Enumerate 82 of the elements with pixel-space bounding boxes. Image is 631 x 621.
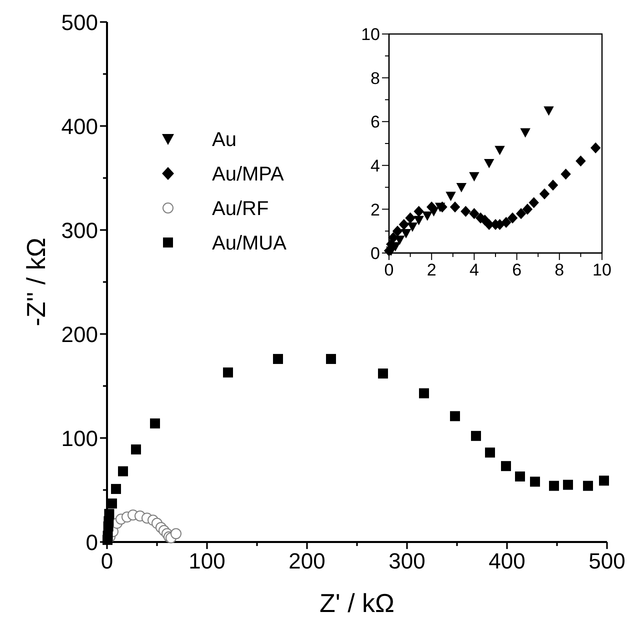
x-axis-title: Z' / kΩ	[320, 588, 394, 618]
legend-label: Au/MUA	[212, 232, 288, 254]
x-tick-label: 400	[488, 548, 526, 574]
point	[107, 498, 117, 509]
point	[549, 480, 559, 491]
point	[419, 388, 429, 398]
point	[583, 480, 593, 491]
x-tick-label: 8	[554, 260, 564, 280]
y-tick-label: 500	[61, 10, 98, 35]
legend-label: Au	[212, 129, 236, 151]
point	[548, 180, 558, 191]
point	[111, 484, 121, 494]
point	[398, 219, 410, 230]
point	[450, 201, 460, 213]
point	[104, 508, 114, 519]
x-tick-label: 2	[426, 260, 436, 280]
y-tick-label: 0	[86, 530, 98, 555]
point	[326, 354, 336, 364]
point	[378, 368, 388, 379]
x-tick-label: 0	[384, 260, 394, 280]
point	[563, 480, 573, 490]
point	[590, 142, 601, 154]
point	[405, 212, 416, 224]
y-tick-label: 10	[361, 25, 380, 44]
point	[520, 128, 530, 138]
y-tick-label: 200	[61, 322, 98, 347]
point	[530, 476, 540, 487]
point	[223, 367, 233, 378]
x-tick-label: 4	[469, 260, 479, 280]
point	[516, 208, 526, 220]
legend-label: Au/MPA	[212, 164, 285, 186]
x-tick-label: 500	[588, 548, 626, 574]
point	[407, 222, 418, 232]
point	[456, 183, 467, 192]
point	[501, 216, 512, 228]
point	[400, 229, 412, 238]
y-tick-label: 8	[370, 68, 380, 88]
point	[414, 206, 424, 217]
point	[494, 146, 505, 156]
point	[460, 206, 471, 217]
y-tick-label: 300	[61, 218, 98, 243]
y-axis-title: -Z'' / kΩ	[21, 238, 51, 326]
point	[484, 158, 494, 168]
x-tick-label: 10	[592, 260, 612, 280]
point	[507, 212, 518, 224]
point	[515, 471, 525, 482]
point	[599, 476, 609, 486]
legend-label: Au/RF	[212, 198, 269, 220]
x-tick-label: 0	[100, 548, 114, 574]
point	[426, 201, 437, 213]
point	[131, 444, 141, 454]
point	[118, 466, 128, 476]
point	[560, 168, 571, 180]
point	[170, 528, 182, 540]
point	[522, 204, 533, 215]
point	[273, 354, 283, 364]
point	[469, 208, 480, 220]
point	[539, 188, 550, 200]
y-tick-label: 4	[370, 156, 380, 176]
point	[501, 461, 511, 472]
point	[392, 226, 403, 237]
point	[576, 155, 586, 167]
point	[150, 418, 160, 428]
x-tick-label: 200	[288, 548, 326, 574]
point	[471, 430, 481, 441]
y-tick-label: 2	[370, 200, 380, 220]
point	[422, 212, 432, 221]
point	[414, 216, 424, 226]
point	[446, 192, 456, 202]
point	[485, 448, 495, 458]
point	[544, 106, 554, 116]
point	[528, 197, 539, 208]
x-tick-label: 6	[512, 260, 522, 280]
x-tick-label: 300	[388, 548, 426, 574]
y-tick-label: 0	[370, 244, 380, 264]
point	[388, 232, 398, 244]
point	[469, 172, 480, 182]
y-tick-label: 6	[370, 112, 380, 132]
point	[450, 411, 460, 422]
y-tick-label: 400	[61, 114, 98, 139]
y-tick-label: 100	[61, 426, 98, 451]
x-tick-label: 100	[188, 548, 226, 574]
